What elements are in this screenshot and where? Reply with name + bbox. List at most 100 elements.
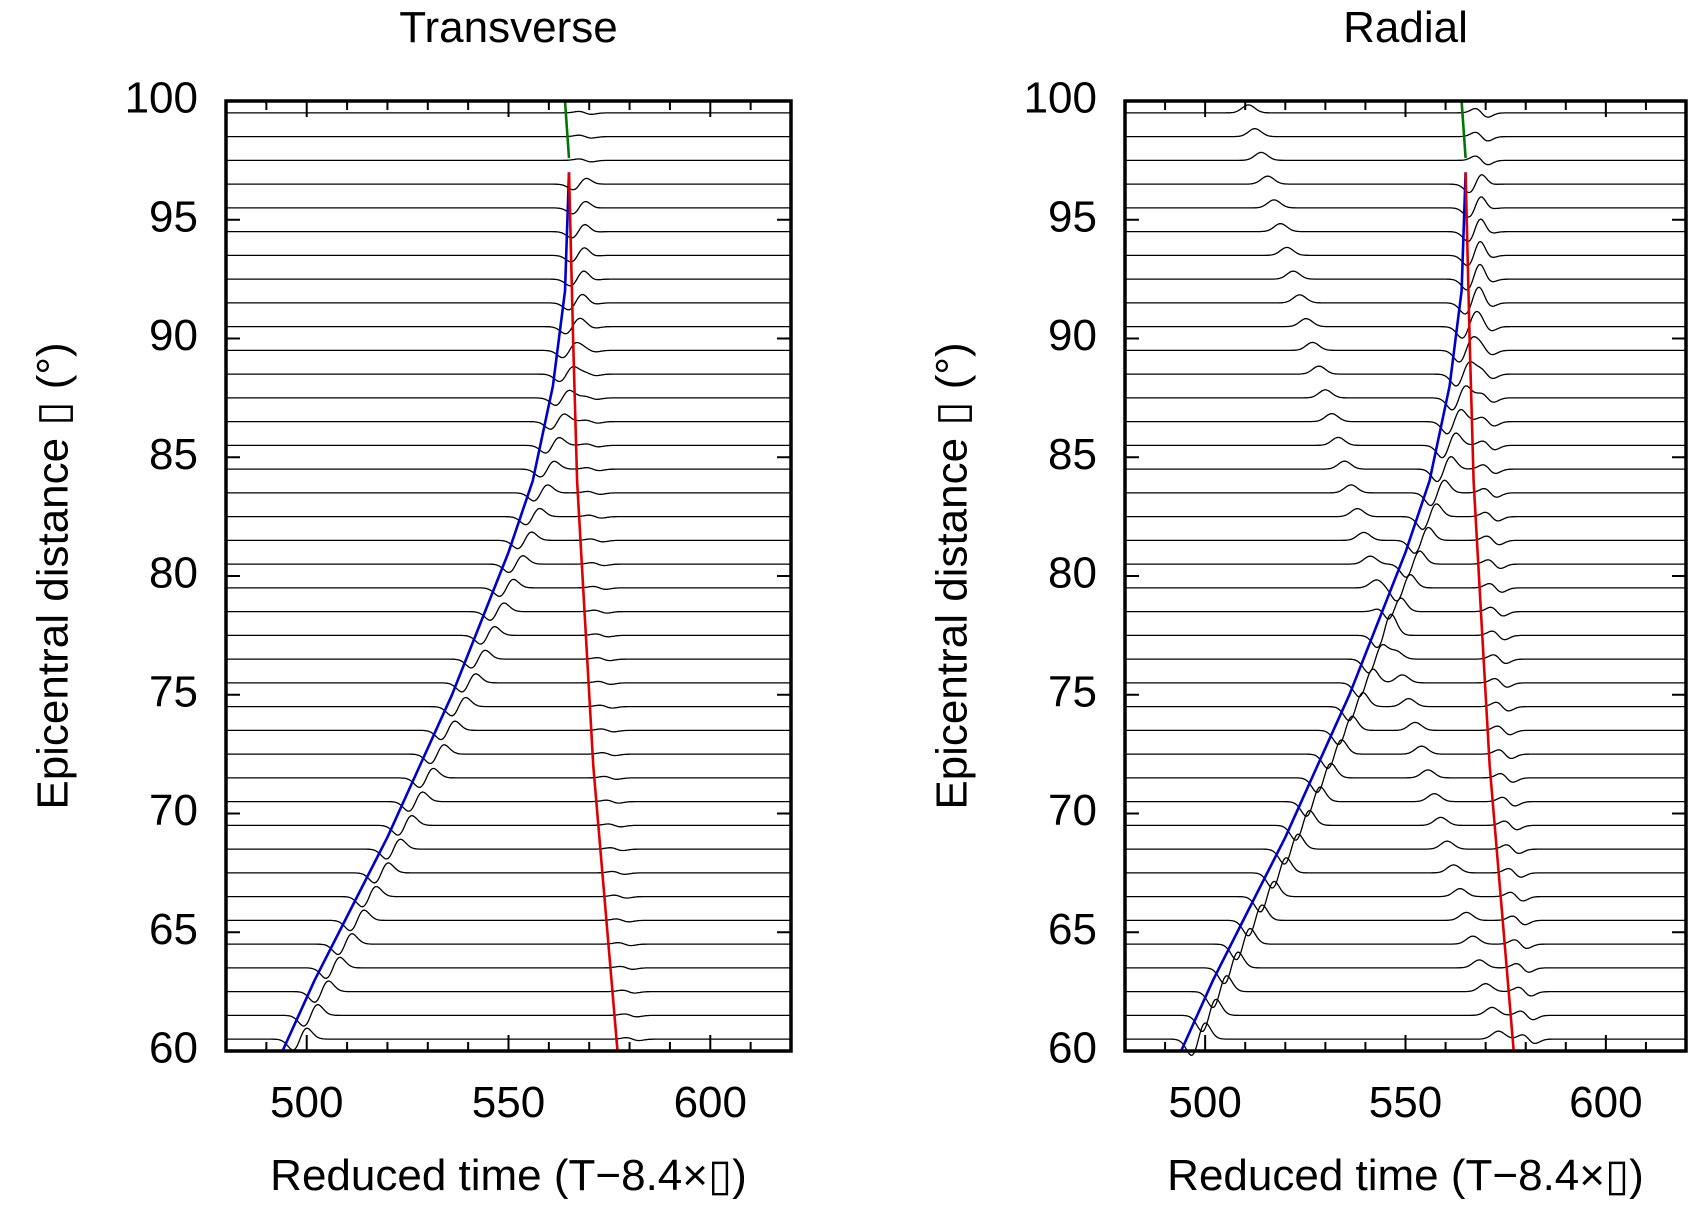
transverse-x-tick-label: 550 xyxy=(472,1078,545,1127)
radial-plot-frame xyxy=(1123,99,1688,1053)
radial-y-tick-label: 90 xyxy=(1048,311,1097,360)
radial-title: Radial xyxy=(1343,3,1468,52)
radial-y-tick-label: 85 xyxy=(1048,430,1097,479)
transverse-panel: Transverse Reduced time (T−8.4×▯) Epicen… xyxy=(29,3,793,1200)
transverse-seismogram-trace xyxy=(226,200,790,215)
radial-seismogram-trace xyxy=(1125,310,1686,339)
transverse-red-travel-time-curve xyxy=(567,172,619,1052)
radial-seismogram-trace xyxy=(1125,668,1686,698)
radial-seismogram-trace xyxy=(1125,336,1686,363)
transverse-y-tick-label: 80 xyxy=(149,549,198,598)
transverse-seismogram-trace xyxy=(226,956,790,979)
radial-seismogram-trace xyxy=(1125,739,1686,770)
transverse-plot-frame xyxy=(224,99,793,1053)
transverse-y-tick-label: 85 xyxy=(149,430,198,479)
transverse-seismogram-trace xyxy=(226,649,790,669)
transverse-seismogram-trace xyxy=(226,436,790,454)
radial-seismogram-trace xyxy=(1125,691,1686,722)
transverse-seismogram-trace xyxy=(226,862,790,884)
transverse-y-tick-label: 100 xyxy=(125,74,198,123)
radial-seismogram-trace xyxy=(1125,456,1686,483)
transverse-seismogram-trace xyxy=(226,767,790,789)
radial-seismogram-trace xyxy=(1125,218,1686,243)
radial-seismogram-trace xyxy=(1125,286,1686,315)
transverse-y-tick-labels: 60 65 70 75 80 85 90 95 100 xyxy=(125,74,198,1073)
radial-seismogram-trace xyxy=(1125,880,1686,913)
radial-seismogram-trace xyxy=(1125,951,1686,985)
radial-x-tick-label: 550 xyxy=(1369,1078,1442,1127)
transverse-y-axis-label: Epicentral distance ▯ (°) xyxy=(29,342,78,809)
transverse-seismogram-trace xyxy=(226,484,790,502)
transverse-y-tick-label: 65 xyxy=(149,905,198,954)
radial-y-tick-label: 80 xyxy=(1048,549,1097,598)
radial-seismogram-trace xyxy=(1125,574,1686,602)
transverse-green-travel-time-curve xyxy=(563,100,571,159)
radial-seismogram-trace xyxy=(1125,408,1686,435)
radial-y-tick-label: 70 xyxy=(1048,786,1097,835)
radial-seismogram-trace xyxy=(1125,479,1686,507)
radial-travel-time-curves xyxy=(1179,100,1515,1052)
transverse-seismogram-trace xyxy=(226,696,790,717)
transverse-ticks xyxy=(225,100,792,1052)
transverse-seismogram-trace xyxy=(226,744,790,765)
transverse-y-tick-label: 60 xyxy=(149,1024,198,1073)
transverse-seismogram-trace xyxy=(226,507,790,526)
radial-seismogram-traces xyxy=(1125,104,1686,1056)
radial-seismogram-trace xyxy=(1125,715,1686,746)
transverse-seismogram-trace xyxy=(226,341,790,359)
radial-seismogram-trace xyxy=(1125,857,1686,889)
transverse-seismogram-trace xyxy=(226,531,790,550)
radial-seismogram-trace xyxy=(1125,613,1686,649)
radial-seismogram-trace xyxy=(1125,128,1686,142)
transverse-seismogram-trace xyxy=(226,625,790,645)
radial-y-tick-label: 95 xyxy=(1048,192,1097,241)
transverse-seismogram-trace xyxy=(226,838,790,860)
transverse-seismogram-trace xyxy=(226,389,790,406)
radial-seismogram-trace xyxy=(1125,432,1686,459)
transverse-seismogram-trace xyxy=(226,578,790,597)
transverse-seismogram-trace xyxy=(226,223,790,239)
transverse-x-axis-label: Reduced time (T−8.4×▯) xyxy=(270,1151,747,1200)
transverse-seismogram-trace xyxy=(226,317,790,335)
radial-x-tick-label: 500 xyxy=(1168,1078,1241,1127)
transverse-y-tick-label: 70 xyxy=(149,786,198,835)
transverse-seismogram-trace xyxy=(226,413,790,430)
radial-seismogram-trace xyxy=(1125,786,1686,818)
radial-seismogram-trace xyxy=(1125,927,1686,961)
transverse-y-tick-label: 75 xyxy=(149,667,198,716)
radial-seismogram-trace xyxy=(1125,833,1686,865)
radial-seismogram-trace xyxy=(1125,385,1686,411)
transverse-y-tick-label: 95 xyxy=(149,192,198,241)
transverse-seismogram-trace xyxy=(226,293,790,311)
transverse-seismogram-traces xyxy=(226,110,790,1051)
radial-x-tick-labels: 500 550 600 xyxy=(1168,1078,1642,1127)
radial-x-axis-label: Reduced time (T−8.4×▯) xyxy=(1167,1151,1644,1200)
transverse-seismogram-trace xyxy=(226,791,790,812)
radial-seismogram-trace xyxy=(1125,597,1686,620)
transverse-seismogram-trace xyxy=(226,555,790,574)
radial-y-tick-label: 60 xyxy=(1048,1024,1097,1073)
radial-seismogram-trace xyxy=(1125,196,1686,218)
transverse-seismogram-trace xyxy=(226,158,790,163)
radial-green-travel-time-curve xyxy=(1460,100,1467,159)
radial-seismogram-trace xyxy=(1125,240,1686,267)
radial-ticks xyxy=(1124,100,1687,1052)
transverse-seismogram-trace xyxy=(226,460,790,478)
transverse-seismogram-trace xyxy=(226,134,790,139)
transverse-seismogram-trace xyxy=(226,270,790,287)
radial-y-tick-label: 75 xyxy=(1048,667,1097,716)
transverse-seismogram-trace xyxy=(226,1003,790,1027)
transverse-blue-travel-time-curve xyxy=(281,172,571,1052)
radial-y-axis-label: Epicentral distance ▯ (°) xyxy=(928,342,977,809)
transverse-x-tick-label: 600 xyxy=(674,1078,747,1127)
radial-seismogram-trace xyxy=(1125,526,1686,554)
radial-seismogram-trace xyxy=(1125,809,1686,841)
transverse-seismogram-trace xyxy=(226,885,790,908)
transverse-seismogram-trace xyxy=(226,365,790,383)
radial-seismogram-trace xyxy=(1125,998,1686,1032)
radial-x-tick-label: 600 xyxy=(1569,1078,1642,1127)
radial-seismogram-trace xyxy=(1125,904,1686,937)
transverse-seismogram-trace xyxy=(226,814,790,836)
radial-seismogram-trace xyxy=(1125,974,1686,1009)
